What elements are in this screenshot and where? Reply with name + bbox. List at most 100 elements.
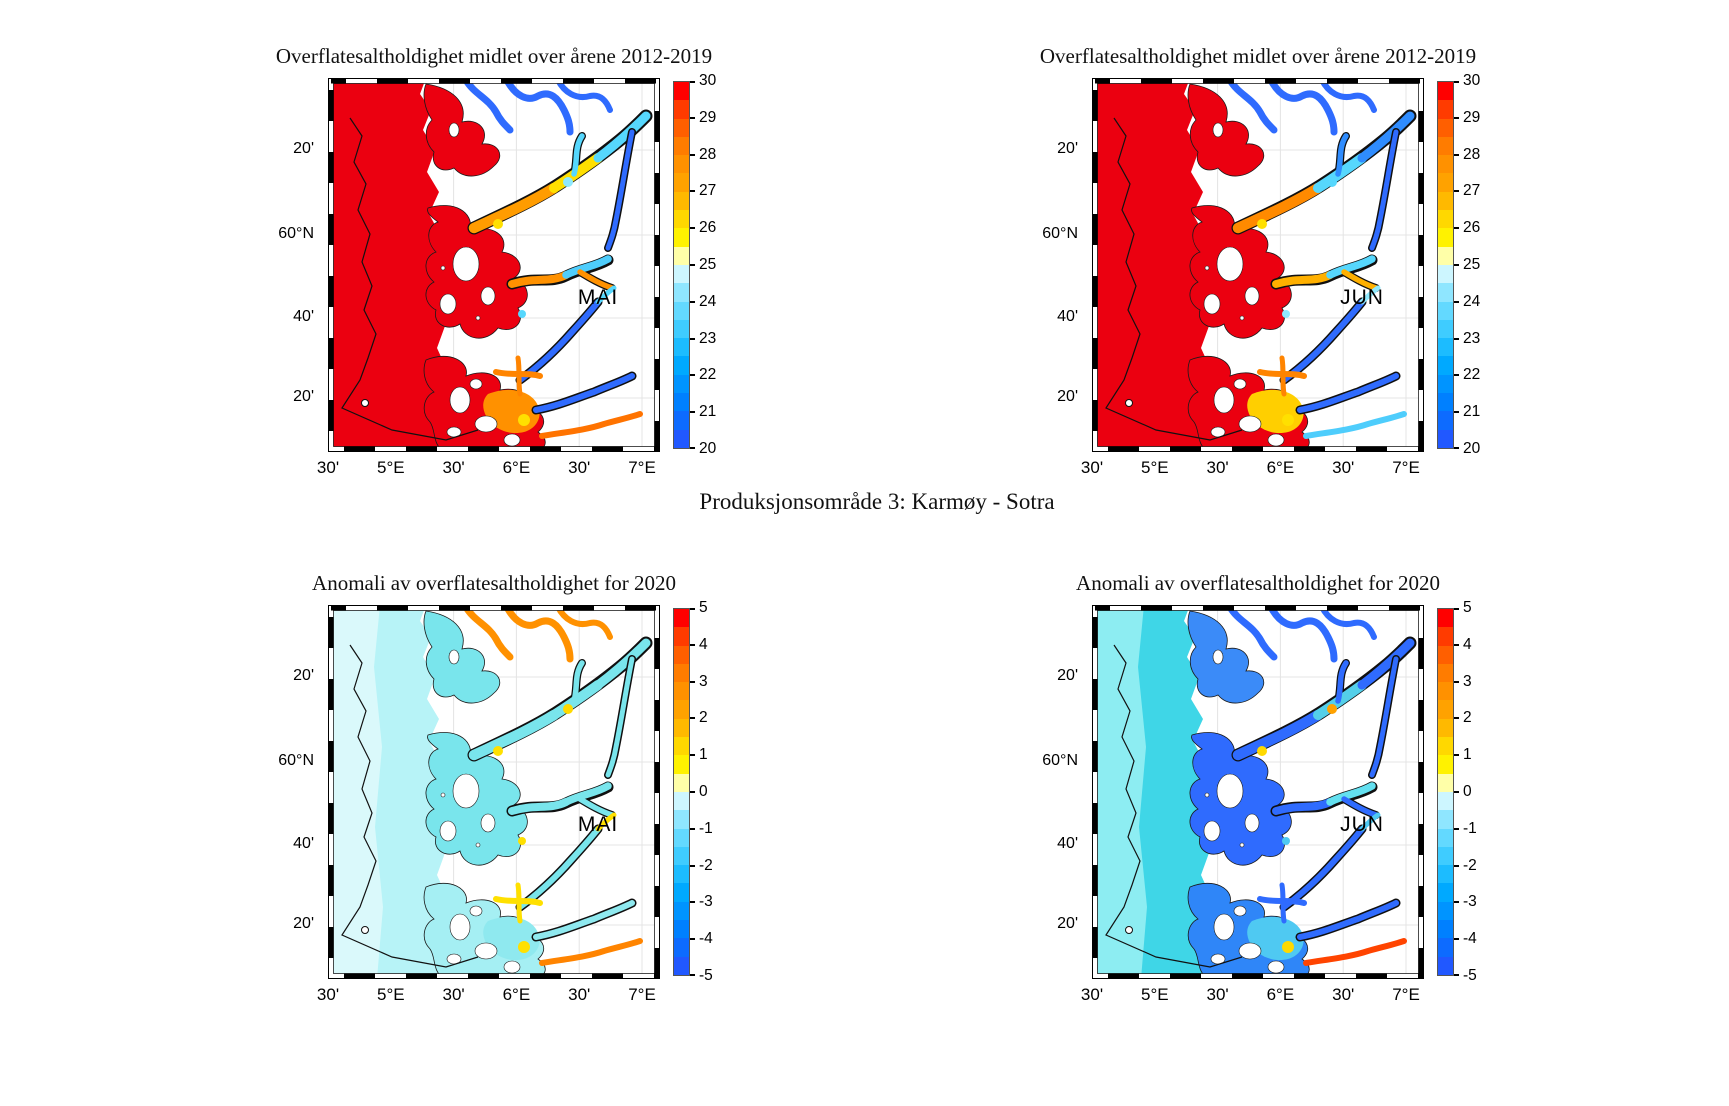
colorbar-tick [1454, 447, 1459, 449]
colorbar-band [1438, 264, 1453, 284]
colorbar-tick [1454, 116, 1459, 119]
colorbar-tick [690, 337, 695, 340]
anomaly-map-jun: JUN [1092, 605, 1424, 979]
colorbar-band [674, 663, 689, 683]
colorbar-tick [690, 901, 695, 904]
colorbar-band [674, 82, 689, 101]
y-tick-label: 40' [293, 308, 314, 325]
colorbar-band [674, 136, 689, 156]
colorbar-band [1438, 393, 1453, 412]
colorbar-band [674, 791, 689, 811]
colorbar-tick-label: 21 [1463, 403, 1481, 421]
anomaly-colorbar [673, 608, 690, 976]
colorbar-band [1438, 173, 1453, 192]
x-tick-label: 6°E [1266, 985, 1295, 1004]
colorbar-tick-label: 22 [1463, 366, 1481, 384]
colorbar-tick-label: 4 [1463, 635, 1472, 653]
salinity-colorbar [1437, 81, 1454, 449]
colorbar-band [674, 173, 689, 192]
x-tick-label: 5°E [377, 985, 405, 1004]
colorbar-tick-label: -1 [1463, 819, 1477, 837]
colorbar-tick-label: 28 [1463, 145, 1481, 163]
panel-anomaly-jun: Anomali av overflatesaltholdighet for 20… [984, 567, 1532, 1019]
x-tick-label: 30' [1080, 985, 1104, 1004]
panel-mean-jun: Overflatesaltholdighet midlet over årene… [984, 40, 1532, 492]
month-label: JUN [1340, 286, 1384, 309]
colorbar-labels: -5 -4 -3 -2 -1 0 1 2 3 4 5 [1454, 599, 1500, 984]
colorbar-band [1438, 737, 1453, 756]
colorbar-band [1438, 609, 1453, 628]
y-tick-label: 40' [1057, 308, 1078, 325]
colorbar-band [674, 737, 689, 756]
colorbar-band [1438, 627, 1453, 646]
x-tick-label: 30' [1332, 458, 1355, 477]
panel-title: Overflatesaltholdighet midlet over årene… [1039, 44, 1477, 68]
colorbar-band [674, 319, 689, 339]
colorbar-tick [1454, 901, 1459, 904]
colorbar-band [1438, 718, 1453, 738]
colorbar-band [1438, 82, 1453, 101]
colorbar-band [674, 865, 689, 884]
colorbar-band [674, 718, 689, 738]
colorbar-tick [690, 717, 695, 720]
x-axis-ticks: 30' 5°E 30' 6°E 30' 7°E [317, 452, 660, 486]
colorbar-band [1438, 411, 1453, 430]
colorbar-tick-label: 26 [699, 219, 717, 237]
panel-mean-mai: Overflatesaltholdighet midlet over årene… [220, 40, 768, 492]
colorbar-tick [690, 264, 695, 266]
colorbar-tick [690, 447, 695, 449]
colorbar-band [674, 283, 689, 302]
colorbar-tick-label: 1 [699, 746, 708, 764]
x-tick-label: 30' [568, 458, 591, 477]
panel-anomaly-mai: Anomali av overflatesaltholdighet for 20… [220, 567, 768, 1019]
x-tick-label: 7°E [1392, 985, 1420, 1004]
colorbar-tick-label: -2 [699, 856, 713, 874]
colorbar-tick-label: 28 [699, 145, 717, 163]
colorbar-tick-label: 22 [699, 366, 717, 384]
colorbar-tick [690, 754, 695, 757]
month-label: MAI [577, 286, 619, 309]
colorbar-band [1438, 246, 1453, 265]
colorbar-tick-label: 5 [1463, 599, 1472, 616]
colorbar-labels: -5 -4 -3 -2 -1 0 1 2 3 4 5 [690, 599, 736, 984]
colorbar-band [674, 100, 689, 119]
colorbar-band [1438, 301, 1453, 320]
colorbar-tick [1454, 374, 1459, 377]
colorbar-band [1438, 920, 1453, 939]
x-tick-label: 30' [568, 985, 591, 1004]
colorbar-band [1438, 938, 1453, 957]
colorbar-tick-label: 30 [699, 72, 717, 89]
x-tick-label: 30' [1206, 458, 1229, 477]
month-label: JUN [1340, 813, 1384, 836]
y-tick-label: 60°N [278, 752, 314, 769]
colorbar-band [674, 374, 689, 394]
colorbar-band [674, 191, 689, 211]
colorbar-band [674, 393, 689, 412]
colorbar-tick-label: 23 [1463, 329, 1481, 347]
colorbar-band [674, 228, 689, 247]
colorbar-tick-label: 0 [1463, 783, 1472, 800]
colorbar-band [674, 301, 689, 320]
colorbar-band [1438, 191, 1453, 211]
y-tick-label: 20' [1057, 388, 1078, 405]
y-axis-ticks: 20' 60°N 40' 20' [238, 78, 320, 452]
colorbar-band [1438, 682, 1453, 701]
colorbar-tick [690, 374, 695, 377]
colorbar-tick [1454, 754, 1459, 757]
colorbar-tick-label: 2 [699, 709, 708, 727]
colorbar-band [1438, 155, 1453, 174]
x-tick-label: 7°E [1392, 458, 1420, 477]
colorbar-band [1438, 700, 1453, 719]
colorbar-tick-label: -2 [1463, 856, 1477, 874]
colorbar-tick [1454, 608, 1459, 610]
colorbar-tick [1454, 81, 1459, 83]
colorbar-tick-label: 3 [699, 672, 708, 690]
colorbar-tick-label: 26 [1463, 219, 1481, 237]
colorbar-tick [690, 938, 695, 941]
map-svg [1092, 605, 1424, 979]
colorbar-tick [690, 153, 695, 156]
colorbar-tick [690, 974, 695, 976]
colorbar-tick [690, 411, 695, 414]
colorbar-tick-label: -1 [699, 819, 713, 837]
